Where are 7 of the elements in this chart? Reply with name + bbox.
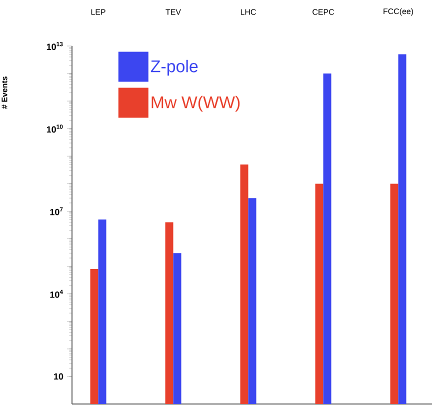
y-tick-label: 10 xyxy=(54,373,64,380)
legend-label: Z-pole xyxy=(150,60,198,76)
y-tick-label: 10$^{10}$ xyxy=(46,124,63,133)
y-tick-label: 10$^{13}$ xyxy=(46,42,63,50)
y-tick-label: 10$^{4}$ xyxy=(50,290,63,298)
y-tick-label: 10$^{7}$ xyxy=(50,207,63,216)
legend-label: Mw W(WW) xyxy=(152,96,240,112)
